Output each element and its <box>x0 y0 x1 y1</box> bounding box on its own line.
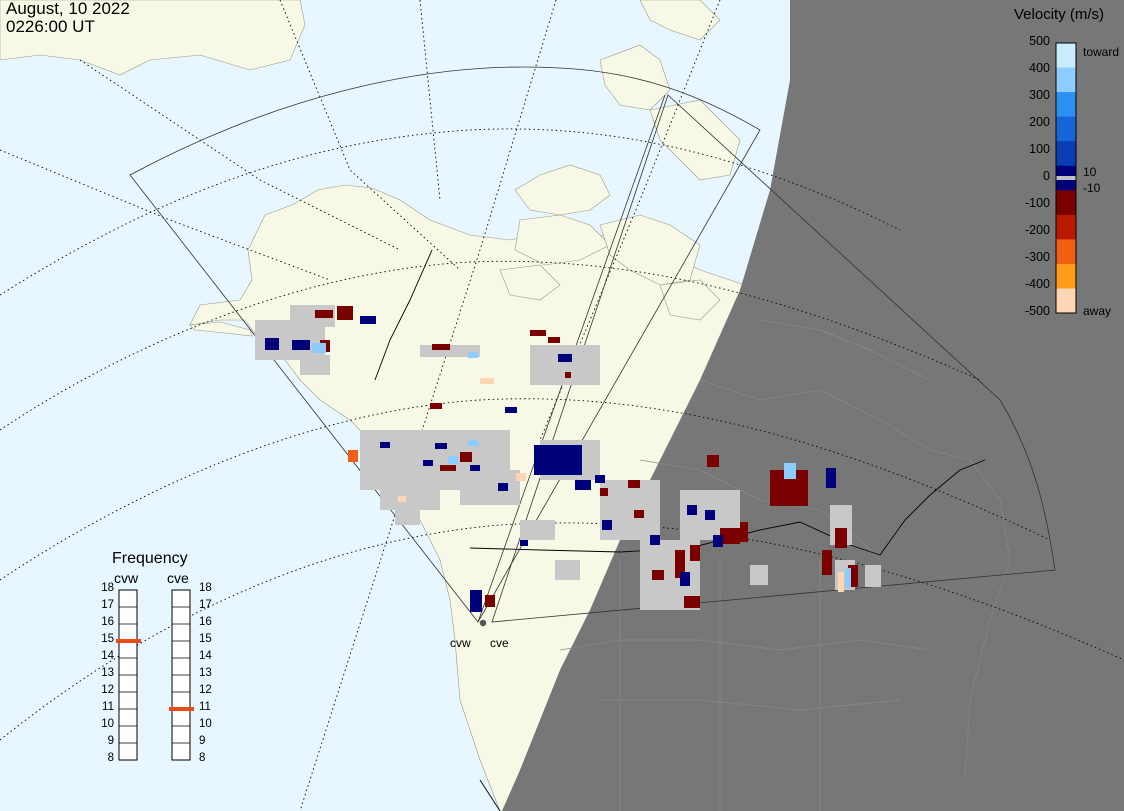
freq-number: 10 <box>101 718 114 730</box>
legend-tick: -500 <box>1024 304 1050 318</box>
colorbar-swatch <box>1056 141 1076 167</box>
map-time: 0226:00 UT <box>6 17 95 36</box>
colorbar-swatch <box>1056 43 1076 69</box>
site-label-cve: cve <box>490 636 509 650</box>
freq-number: 15 <box>101 633 114 645</box>
frequency-title: Frequency <box>112 550 188 567</box>
freq-number: 18 <box>101 582 114 594</box>
legend-tick: 100 <box>1029 142 1050 156</box>
freq-number: 13 <box>199 667 212 679</box>
freq-number: 9 <box>107 735 114 747</box>
legend-tick: 500 <box>1029 34 1050 48</box>
freq-marker-cvw <box>116 639 141 643</box>
colorbar-swatch <box>1056 263 1076 289</box>
freq-number: 14 <box>101 650 114 662</box>
site-marker-cvw <box>479 619 487 627</box>
colorbar-swatch <box>1056 67 1076 93</box>
freq-number: 11 <box>102 701 114 713</box>
colorbar-zero-band <box>1056 176 1076 180</box>
colorbar-swatch <box>1056 214 1076 240</box>
legend-away-label: away <box>1083 304 1112 318</box>
colorbar-swatch <box>1056 92 1076 118</box>
legend-tick: 0 <box>1043 169 1050 183</box>
freq-ticks <box>119 589 190 761</box>
radar-sites <box>479 619 487 627</box>
colorbar-swatch <box>1056 239 1076 265</box>
legend-tick: 400 <box>1029 61 1050 75</box>
freq-number: 11 <box>199 701 211 713</box>
freq-number: 8 <box>107 752 114 764</box>
freq-number: 16 <box>199 616 212 628</box>
legend-title: Velocity (m/s) <box>1014 6 1105 23</box>
freq-number: 16 <box>101 616 114 628</box>
colorbar-frame <box>1055 42 1077 314</box>
freq-number: 18 <box>199 582 212 594</box>
freq-number: 17 <box>101 599 114 611</box>
legend-tick: -300 <box>1024 250 1050 264</box>
legend-tick: -200 <box>1024 223 1050 237</box>
map-date: August, 10 2022 <box>6 0 130 18</box>
freq-label-cvw: cvw <box>114 570 139 586</box>
colorbar-swatch <box>1056 288 1076 314</box>
velocity-colorbar <box>1055 42 1077 314</box>
freq-number: 8 <box>199 752 206 764</box>
site-label-cvw: cvw <box>450 636 471 650</box>
frequency-scales <box>116 589 194 761</box>
freq-label-cve: cve <box>167 570 189 586</box>
velocity-cells <box>265 306 858 612</box>
freq-number: 14 <box>199 650 212 662</box>
freq-number: 17 <box>199 599 212 611</box>
legend-tick: 200 <box>1029 115 1050 129</box>
freq-number: 10 <box>199 718 212 730</box>
legend-pos-threshold: 10 <box>1083 165 1097 179</box>
colorbar-blocks <box>1056 43 1076 314</box>
freq-number: 12 <box>101 684 114 696</box>
freq-number: 13 <box>101 667 114 679</box>
legend-neg-threshold: -10 <box>1083 181 1101 195</box>
freq-number: 15 <box>199 633 212 645</box>
legend-tick: -400 <box>1024 277 1050 291</box>
freq-number: 12 <box>199 684 212 696</box>
legend-toward-label: toward <box>1083 45 1120 59</box>
legend-tick: 300 <box>1029 88 1050 102</box>
freq-marker-cve <box>169 707 194 711</box>
colorbar-swatch <box>1056 190 1076 216</box>
legend-tick: -100 <box>1024 196 1050 210</box>
colorbar-swatch <box>1056 116 1076 142</box>
freq-number: 9 <box>199 735 206 747</box>
